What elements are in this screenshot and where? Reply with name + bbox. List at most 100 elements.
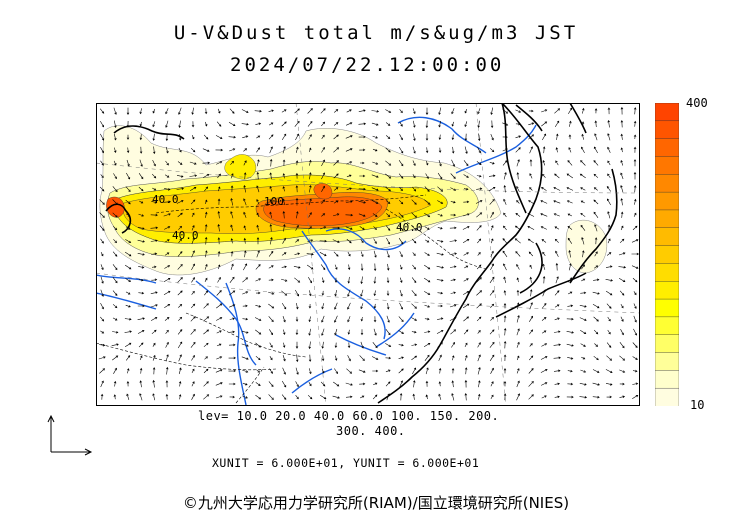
wind-arrow <box>321 355 325 362</box>
wind-arrow <box>462 303 470 309</box>
wind-arrow <box>345 382 353 386</box>
wind-arrow <box>256 135 261 139</box>
wind-arrow <box>345 395 353 399</box>
wind-arrow <box>178 147 182 153</box>
wind-arrow <box>438 147 442 153</box>
wind-arrow <box>229 304 236 308</box>
wind-arrow <box>217 277 221 283</box>
wind-arrow <box>555 133 559 140</box>
wind-arrow <box>359 148 366 152</box>
wind-arrow <box>255 394 262 400</box>
wind-arrow <box>346 174 352 178</box>
wind-arrow <box>555 262 559 271</box>
wind-arrow <box>606 252 612 256</box>
wind-arrow <box>242 317 249 321</box>
wind-arrow <box>542 146 546 154</box>
wind-arrow <box>100 380 104 388</box>
wind-arrow <box>112 199 118 205</box>
wind-arrow <box>191 107 194 115</box>
wind-arrow <box>139 200 144 204</box>
wind-arrow <box>412 186 417 192</box>
wind-arrow <box>295 367 299 375</box>
colorbar-swatch <box>655 103 679 122</box>
wind-arrow <box>176 175 184 178</box>
wind-arrow <box>321 315 325 323</box>
wind-arrow <box>424 304 431 308</box>
wind-arrow <box>241 356 249 360</box>
wind-arrow <box>463 174 469 178</box>
wind-arrow <box>489 162 495 165</box>
wind-arrow <box>477 238 482 244</box>
wind-arrow <box>566 317 574 321</box>
wind-arrow <box>319 395 327 399</box>
wind-arrow <box>516 328 520 336</box>
wind-arrow <box>139 393 143 401</box>
wind-arrow <box>619 238 625 244</box>
wind-arrow <box>308 226 312 230</box>
wind-arrow <box>607 160 611 166</box>
wind-arrow <box>112 304 118 309</box>
wind-arrow <box>358 201 366 204</box>
wind-arrow <box>360 161 365 165</box>
colorbar-swatch <box>655 120 679 140</box>
wind-arrow <box>164 252 170 256</box>
wind-arrow <box>593 211 599 218</box>
wind-arrow <box>295 289 299 297</box>
wind-arrow <box>150 291 158 294</box>
wind-arrow <box>230 251 234 257</box>
wind-arrow <box>554 382 560 386</box>
wind-arrow <box>294 108 300 114</box>
wind-arrow <box>412 133 416 141</box>
wind-arrow <box>333 251 339 257</box>
wind-arrow <box>217 224 221 232</box>
reference-vector-icon <box>47 414 93 456</box>
wind-arrow <box>99 225 105 231</box>
wind-arrow <box>373 226 377 231</box>
wind-arrow <box>373 276 377 284</box>
wind-arrow <box>203 329 210 335</box>
wind-arrow <box>399 302 403 310</box>
wind-arrow <box>411 277 417 284</box>
wind-arrow <box>217 211 221 219</box>
wind-arrow <box>282 186 286 192</box>
wind-arrow <box>554 120 560 128</box>
wind-arrow <box>216 343 222 347</box>
wind-arrow <box>321 199 325 205</box>
wind-arrow <box>620 316 624 322</box>
wind-arrow <box>424 226 430 230</box>
wind-arrow <box>529 146 533 154</box>
wind-arrow <box>516 277 520 283</box>
wind-arrow <box>477 393 481 400</box>
wind-arrow <box>425 173 429 180</box>
wind-arrow <box>309 185 312 193</box>
wind-arrow <box>579 305 587 308</box>
wind-arrow <box>477 147 481 154</box>
wind-arrow <box>295 185 299 193</box>
wind-arrow <box>503 225 507 231</box>
wind-arrow <box>619 355 626 361</box>
wind-arrow <box>568 147 572 153</box>
wind-arrow <box>358 213 366 217</box>
wind-arrow <box>490 303 495 309</box>
wind-arrow <box>554 290 560 296</box>
wind-arrow <box>321 172 325 180</box>
colorbar-swatch <box>655 209 679 229</box>
wind-arrow <box>607 316 611 322</box>
wind-arrow <box>515 135 522 139</box>
wind-arrow <box>426 160 429 166</box>
wind-arrow <box>345 122 353 126</box>
wind-arrow <box>464 393 468 401</box>
wind-arrow <box>449 317 457 321</box>
wind-arrow <box>321 277 325 284</box>
wind-arrow <box>189 174 198 178</box>
wind-arrow <box>476 277 482 283</box>
wind-arrow <box>151 329 157 335</box>
wind-arrow <box>619 369 626 373</box>
wind-arrow <box>164 265 171 269</box>
wind-arrow <box>527 213 535 217</box>
wind-arrow <box>281 109 287 113</box>
wind-arrow <box>282 367 286 375</box>
wind-arrow <box>580 224 586 231</box>
wind-arrow <box>462 213 470 217</box>
wind-arrow <box>385 369 391 373</box>
